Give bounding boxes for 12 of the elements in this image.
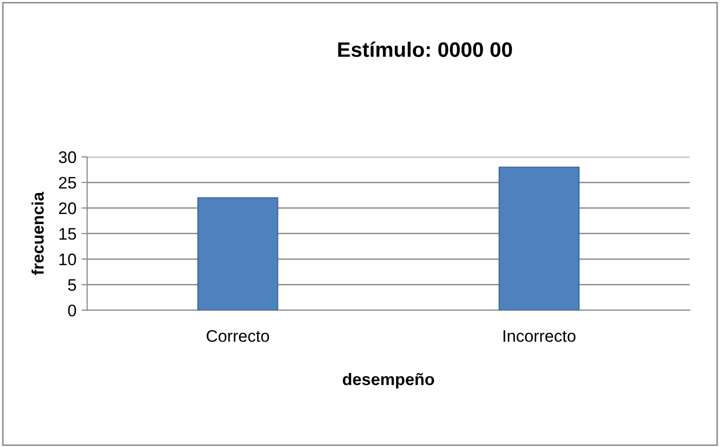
y-tick-label: 0 [68, 304, 76, 316]
y-tick-label: 30 [58, 151, 76, 164]
y-tick-label: 15 [59, 228, 76, 240]
y-tick-label: 20 [59, 202, 76, 214]
y-tick-label: 5 [68, 279, 76, 291]
chart-title: Estímulo: 0000 00 [338, 42, 512, 57]
y-tick-label: 25 [59, 176, 76, 189]
x-tick-label: Correcto [206, 330, 270, 342]
x-axis-title: desempeño [342, 372, 434, 389]
y-tick-label: 10 [59, 254, 76, 266]
y-axis-title: frecuencia [32, 192, 44, 275]
x-tick-label: Incorrecto [504, 330, 576, 342]
